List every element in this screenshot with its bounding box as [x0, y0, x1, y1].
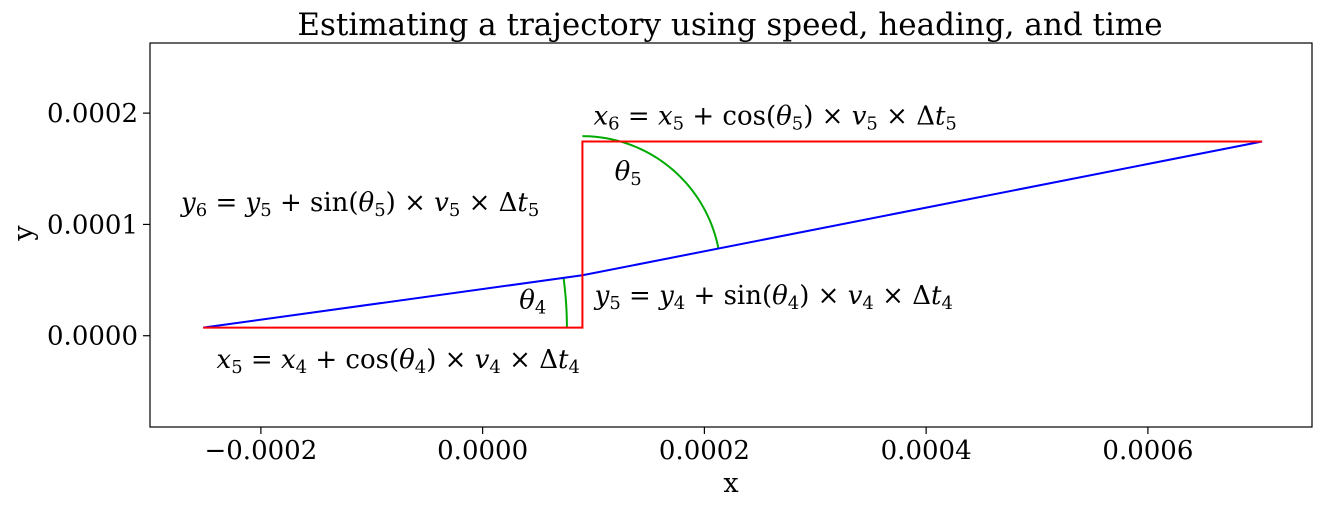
x-tick-label: −0.0002: [204, 436, 317, 466]
y-tick-label: 0.0000: [47, 322, 138, 352]
y-tick-label: 0.0001: [47, 210, 138, 240]
equation-x6: x6 = x5 + cos(θ5) × v5 × Δt5: [594, 101, 957, 133]
angle-label-theta5: θ5: [615, 157, 642, 190]
x-tick-label: 0.0000: [437, 436, 528, 466]
x-tick-label: 0.0002: [659, 436, 750, 466]
angle-arc-1: [562, 277, 568, 328]
y-axis: 0.0000 0.0001 0.0002: [47, 99, 150, 352]
y-tick-label: 0.0002: [47, 99, 138, 129]
angle-label-theta4: θ4: [519, 285, 546, 318]
equation-y5: y5 = y4 + sin(θ4) × v4 × Δt4: [594, 281, 953, 314]
angle-arc-2: [582, 135, 720, 249]
x-axis: −0.0002 0.0000 0.0002 0.0004 0.0006: [204, 427, 1193, 466]
equation-y6: y6 = y5 + sin(θ5) × v5 × Δt5: [180, 188, 539, 221]
x-tick-label: 0.0006: [1102, 436, 1193, 466]
x-axis-label: x: [723, 468, 738, 499]
series-line-2: [203, 140, 1263, 329]
plot-frame: [149, 42, 1313, 428]
chart-title: Estimating a trajectory using speed, hea…: [297, 7, 1162, 43]
x-tick-label: 0.0004: [881, 436, 972, 466]
y-axis-label: y: [8, 225, 39, 242]
equation-x5: x5 = x4 + cos(θ4) × v4 × Δt4: [217, 345, 580, 378]
